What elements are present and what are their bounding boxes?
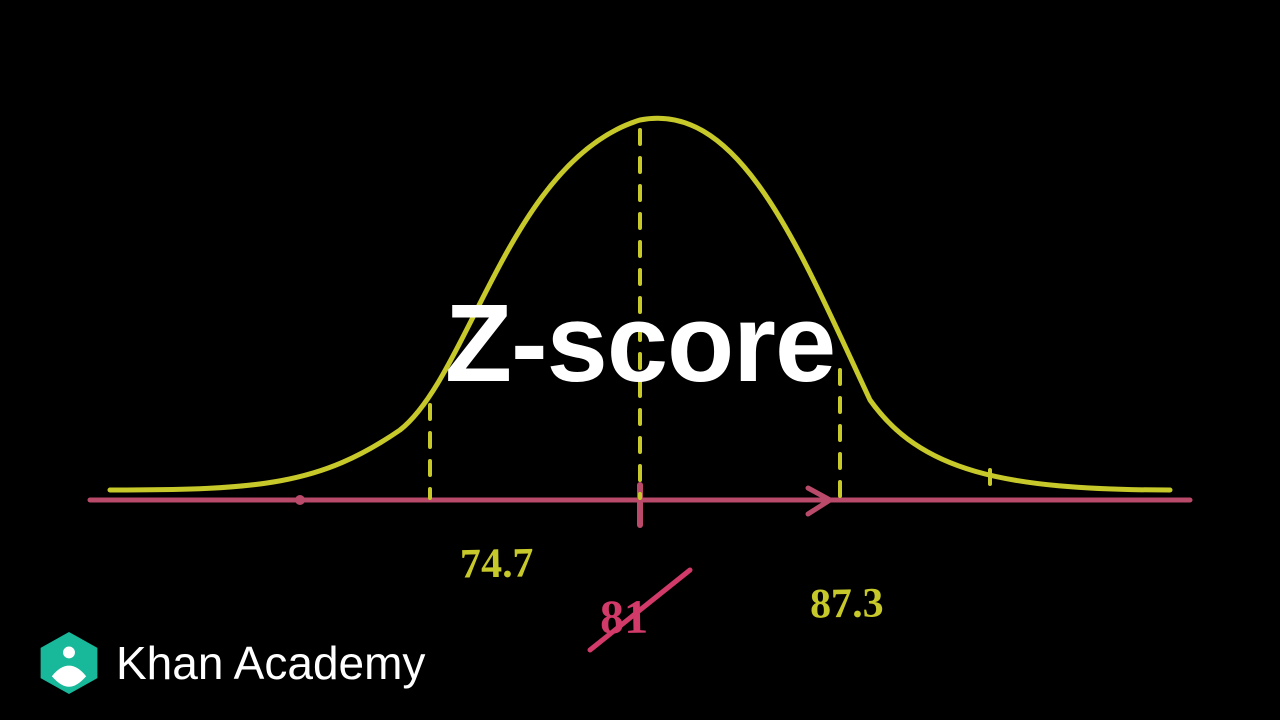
chart-label-0: 74.7 bbox=[460, 539, 534, 588]
chart-label-1: 87.3 bbox=[810, 579, 884, 628]
brand-lockup: Khan Academy bbox=[36, 630, 425, 696]
khan-logo-icon bbox=[36, 630, 102, 696]
video-title: Z-score bbox=[0, 280, 1280, 407]
chart-label-2: 81 bbox=[600, 590, 649, 646]
brand-name: Khan Academy bbox=[116, 636, 425, 690]
axis-dot-left bbox=[295, 495, 305, 505]
